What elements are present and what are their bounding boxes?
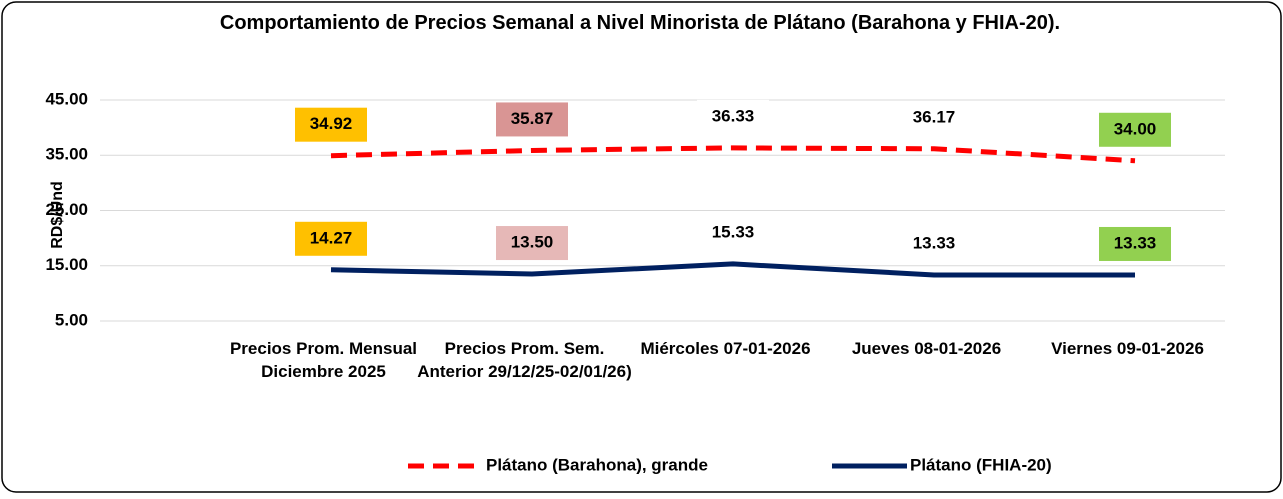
data-label: 13.50: [511, 233, 554, 252]
data-label: 36.17: [913, 107, 956, 126]
legend-label: Plátano (FHIA-20): [910, 455, 1052, 474]
chart-title-box: Comportamiento de Precios Semanal a Nive…: [219, 12, 1061, 34]
data-label: 13.33: [1114, 233, 1157, 252]
data-label: 14.27: [310, 228, 353, 247]
x-tick-label-box: Jueves 08-01-2026: [851, 339, 1002, 358]
data-label: 34.00: [1114, 119, 1157, 138]
data-label: 15.33: [712, 222, 755, 241]
data-label-bg: [496, 102, 568, 137]
x-tick-label: Miércoles 07-01-2026: [640, 339, 811, 358]
x-tick-label: Viernes 09-01-2026: [1051, 339, 1204, 358]
y-tick-label: 35.00: [45, 145, 88, 164]
data-label: 13.33: [913, 233, 956, 252]
x-tick-label-box: Precios Prom. Sem. Anterior 29/12/25-02/…: [417, 339, 632, 381]
y-tick-label: 5.00: [55, 310, 88, 329]
data-label-bg: [1099, 226, 1171, 261]
data-label-bg: [898, 100, 970, 135]
data-label-bg: [898, 226, 970, 261]
y-tick-label: 25.00: [45, 200, 88, 219]
data-label-bg: [1099, 112, 1171, 147]
series-line: [330, 145, 1136, 164]
y-tick-label: 15.00: [45, 255, 88, 274]
data-label-bg: [697, 99, 769, 134]
legend-label: Plátano (Barahona), grande: [486, 455, 708, 474]
x-tick-label-box: Viernes 09-01-2026: [1051, 339, 1204, 358]
x-tick-label-box: Miércoles 07-01-2026: [640, 339, 811, 358]
x-tick-label: Precios Prom. Mensual Diciembre 2025: [229, 339, 418, 381]
x-tick-label: Jueves 08-01-2026: [851, 339, 1002, 358]
data-label-bg: [295, 221, 367, 256]
data-label: 35.87: [511, 109, 554, 128]
data-label-bg: [496, 226, 568, 261]
chart-title: Comportamiento de Precios Semanal a Nive…: [219, 12, 1061, 34]
data-label-bg: [295, 107, 367, 142]
data-label: 34.92: [310, 114, 353, 133]
data-label-bg: [697, 215, 769, 250]
x-tick-label: Precios Prom. Sem. Anterior 29/12/25-02/…: [417, 339, 632, 381]
x-tick-label-box: Precios Prom. Mensual Diciembre 2025: [229, 339, 418, 381]
series-line: [330, 261, 1135, 278]
y-tick-label: 45.00: [45, 89, 88, 108]
y-axis-label: RD$/Und: [49, 181, 66, 249]
data-label: 36.33: [712, 106, 755, 125]
